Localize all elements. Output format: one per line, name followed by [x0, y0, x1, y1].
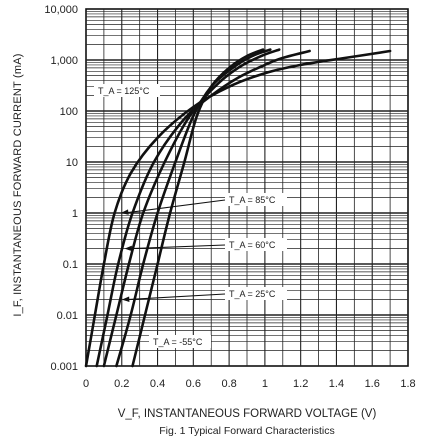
y-tick-label: 0.1	[63, 259, 78, 271]
x-tick-label: 1.8	[400, 378, 415, 390]
annotation-background	[225, 238, 287, 251]
x-tick-label: 0	[83, 378, 89, 390]
x-tick-label: 1	[262, 378, 268, 390]
x-tick-label: 0.8	[221, 378, 236, 390]
series-curve	[115, 48, 272, 368]
x-tick-label: 0.2	[114, 378, 129, 390]
tick-labels: 0 0.2 0.4 0.6 0.8 1 1.2 1.4 1.6 1.8 0.001 0.01 0.1 1 1…	[44, 4, 415, 390]
series-annotation-label: T_A = 125°C	[98, 86, 150, 96]
x-tick-label: 0.4	[150, 378, 165, 390]
x-tick-label: 0.6	[186, 378, 201, 390]
x-tick-label: 1.4	[329, 378, 344, 390]
curves	[84, 48, 392, 368]
annotation-leader	[128, 244, 226, 250]
series-curve	[102, 48, 281, 368]
series-annotation-label: T_A = 60°C	[229, 240, 276, 250]
annotation-background	[225, 287, 287, 300]
series-annotation-label: T_A = 85°C	[229, 195, 276, 205]
annotation-background	[149, 335, 211, 348]
annotation-leader	[124, 199, 226, 214]
annotation-arrowhead	[124, 245, 133, 252]
y-axis-label: I_F, INSTANTANEOUS FORWARD CURRENT (mA)	[12, 53, 24, 317]
y-tick-label: 10,000	[44, 4, 78, 16]
series-annotation-label: T_A = 25°C	[229, 289, 276, 299]
y-tick-label: 1,000	[50, 55, 78, 67]
y-tick-label: 0.001	[50, 361, 78, 373]
figure-caption: Fig. 1 Typical Forward Characteristics	[159, 425, 335, 437]
annotation-arrowhead	[121, 296, 130, 302]
series-curve	[95, 49, 311, 368]
x-tick-label: 1.2	[293, 378, 308, 390]
y-tick-label: 0.01	[57, 310, 78, 322]
series-curve	[84, 49, 392, 368]
annotation-background	[225, 193, 287, 206]
annotation-background	[94, 84, 160, 97]
annotation-arrowhead	[120, 209, 129, 215]
series-curve	[131, 48, 265, 368]
series-annotation-label: T_A = -55°C	[153, 337, 203, 347]
y-tick-label: 100	[60, 106, 78, 118]
x-axis-label: V_F, INSTANTANEOUS FORWARD VOLTAGE (V)	[117, 408, 377, 420]
annotation-leader	[125, 293, 226, 301]
annotations: T_A = 125°C T_A = 85°C T_A = 60°C T_A = 25°…	[94, 84, 287, 348]
y-tick-label: 1	[72, 208, 78, 220]
y-tick-label: 10	[66, 157, 78, 169]
x-tick-label: 1.6	[365, 378, 380, 390]
